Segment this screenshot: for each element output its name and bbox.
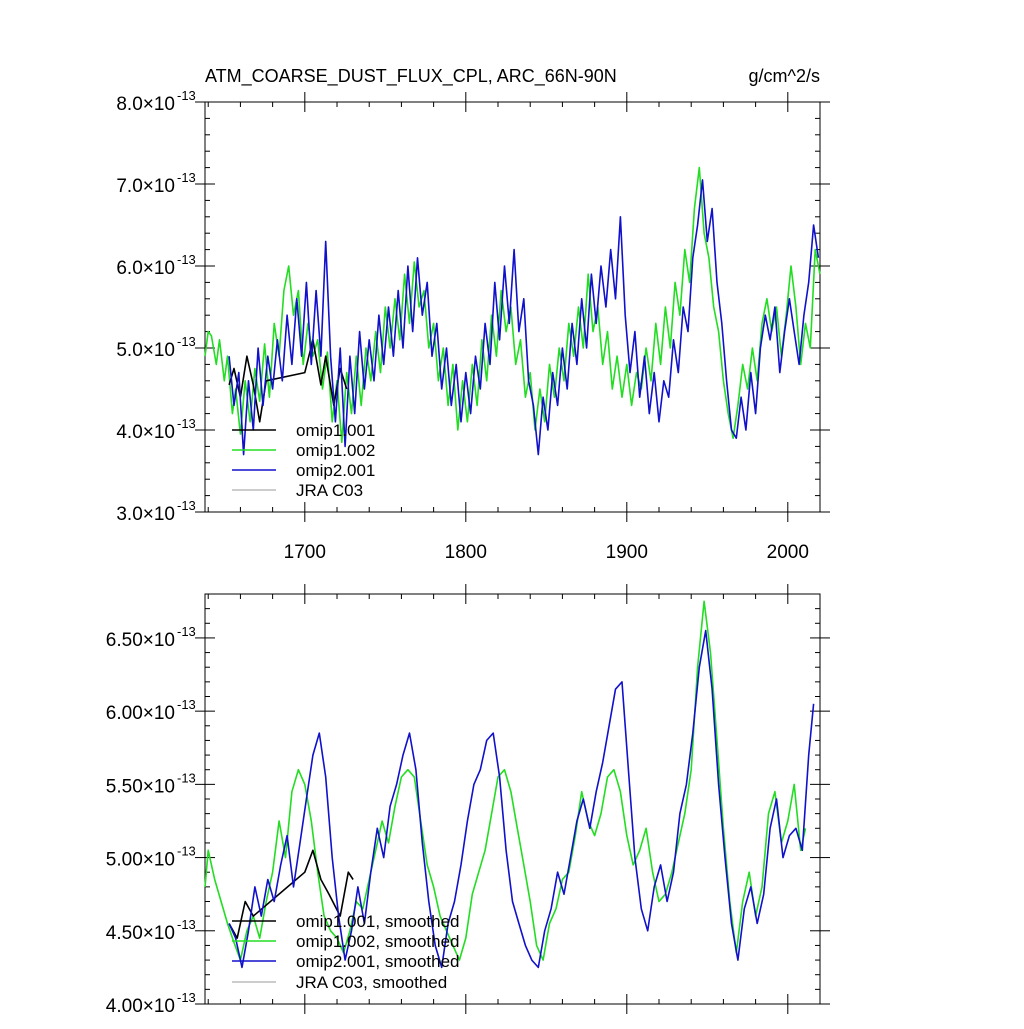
y-tick-exponent-2: -13 — [177, 844, 196, 859]
y-tick-label-0: 4.00×10 — [106, 996, 175, 1017]
series-line-omip1-002-smoothed — [204, 600, 807, 961]
legend-label-jra: JRA C03 — [296, 481, 363, 500]
top-legend: omip1.001 omip1.002 omip2.001 JRA C03 — [232, 421, 375, 500]
legend-label-omip1-002-smoothed: omip1.002, smoothed — [296, 932, 460, 951]
legend-label-omip1-002: omip1.002 — [296, 441, 375, 460]
y-tick-exponent-5: -13 — [177, 88, 196, 103]
y-tick-label-2: 5.00×10 — [106, 850, 175, 871]
y-tick-label-3: 6.0×10 — [116, 258, 175, 279]
series-line-omip2-001-smoothed — [228, 629, 815, 969]
bottom-ticks: 4.00×10 -134.50×10 -135.00×10 -135.50×10 -13… — [106, 584, 830, 1017]
series-line-omip1-001-smoothed — [228, 849, 354, 939]
y-tick-exponent-5: -13 — [177, 624, 196, 639]
top-plot-frame — [204, 101, 821, 513]
y-tick-exponent-1: -13 — [177, 917, 196, 932]
legend-label-jra-smoothed: JRA C03, smoothed — [296, 973, 447, 992]
title-variable: ATM_COARSE_DUST_FLUX_CPL, ARC_66N-90N — [205, 66, 617, 87]
y-tick-label-4: 6.00×10 — [106, 703, 175, 724]
x-tick-label-1900: 1900 — [606, 542, 648, 563]
bottom-series-layer — [204, 600, 815, 969]
y-tick-exponent-1: -13 — [177, 416, 196, 431]
chart-title: ATM_COARSE_DUST_FLUX_CPL, ARC_66N-90N g/… — [205, 66, 820, 87]
y-tick-label-0: 3.0×10 — [116, 504, 175, 525]
top-minor-ticks — [205, 102, 821, 512]
bottom-panel: 4.00×10 -134.50×10 -135.00×10 -135.50×10 -13… — [106, 584, 830, 1017]
y-tick-label-5: 6.50×10 — [106, 630, 175, 651]
y-tick-exponent-3: -13 — [177, 770, 196, 785]
y-tick-label-3: 5.50×10 — [106, 776, 175, 797]
legend-label-omip2-001-smoothed: omip2.001, smoothed — [296, 952, 460, 971]
bottom-minor-ticks — [205, 593, 821, 1004]
legend-label-omip1-001-smoothed: omip1.001, smoothed — [296, 912, 460, 931]
series-line-omip1-001 — [228, 339, 348, 423]
title-units: g/cm^2/s — [749, 66, 820, 86]
y-tick-label-2: 5.0×10 — [116, 340, 175, 361]
x-tick-label-1800: 1800 — [445, 542, 487, 563]
y-tick-label-4: 7.0×10 — [116, 176, 175, 197]
bottom-legend: omip1.001, smoothed omip1.002, smoothed … — [232, 912, 460, 992]
y-tick-label-5: 8.0×10 — [116, 94, 175, 115]
x-tick-label-2000: 2000 — [767, 542, 809, 563]
y-tick-exponent-4: -13 — [177, 170, 196, 185]
legend-label-omip1-001: omip1.001 — [296, 421, 375, 440]
x-tick-label-1700: 1700 — [284, 542, 326, 563]
y-tick-exponent-0: -13 — [177, 990, 196, 1005]
y-tick-exponent-3: -13 — [177, 252, 196, 267]
series-line-omip2-001 — [228, 179, 820, 456]
y-tick-label-1: 4.0×10 — [116, 422, 175, 443]
legend-label-omip2-001: omip2.001 — [296, 461, 375, 480]
y-tick-label-1: 4.50×10 — [106, 923, 175, 944]
y-tick-exponent-2: -13 — [177, 334, 196, 349]
y-tick-exponent-4: -13 — [177, 697, 196, 712]
y-tick-exponent-0: -13 — [177, 498, 196, 513]
top-series-layer — [204, 166, 821, 456]
